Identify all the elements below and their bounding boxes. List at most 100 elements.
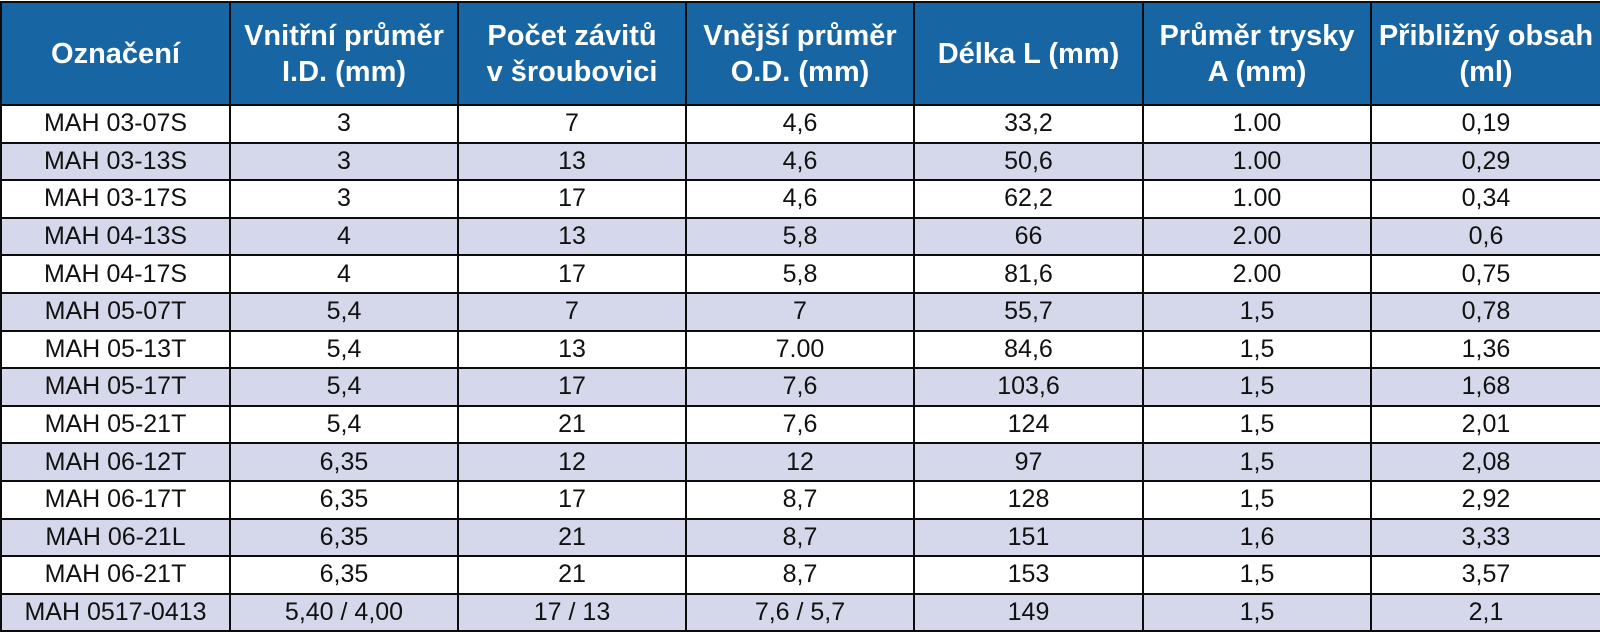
outer-diameter-cell: 4,6 bbox=[685, 179, 915, 219]
thread-count-cell: 17 bbox=[457, 254, 687, 294]
table-body: MAH 03-07S 3 7 4,6 33,2 1.00 0,19 MAH 03-13S 3 13… bbox=[0, 104, 1600, 633]
outer-diameter-cell: 12 bbox=[685, 442, 915, 482]
thread-count-cell: 13 bbox=[457, 329, 687, 370]
inner-diameter-cell: 3 bbox=[229, 104, 459, 144]
nozzle-diameter-cell: 2.00 bbox=[1142, 216, 1372, 257]
volume-cell: 2,92 bbox=[1370, 479, 1600, 520]
outer-diameter-cell: 8,7 bbox=[685, 517, 915, 558]
inner-diameter-cell: 6,35 bbox=[229, 555, 459, 595]
inner-diameter-cell: 3 bbox=[229, 179, 459, 219]
designation-cell: MAH 06-17T bbox=[0, 479, 231, 520]
table-row: MAH 03-13S 3 13 4,6 50,6 1.00 0,29 bbox=[0, 141, 1600, 182]
designation-cell: MAH 06-21T bbox=[0, 555, 231, 595]
table-row: MAH 06-12T 6,35 12 12 97 1,5 2,08 bbox=[0, 442, 1600, 482]
thread-count-cell: 17 bbox=[457, 179, 687, 219]
nozzle-diameter-cell: 1,5 bbox=[1142, 479, 1372, 520]
designation-cell: MAH 05-13T bbox=[0, 329, 231, 370]
thread-count-cell: 13 bbox=[457, 216, 687, 257]
header-outer-diameter: Vnější průměr O.D. (mm) bbox=[685, 1, 915, 106]
designation-cell: MAH 06-21L bbox=[0, 517, 231, 558]
volume-cell: 0,29 bbox=[1370, 141, 1600, 182]
length-cell: 50,6 bbox=[913, 141, 1144, 182]
header-inner-diameter: Vnitřní průměr I.D. (mm) bbox=[229, 1, 459, 106]
header-nozzle-diameter: Průměr trysky A (mm) bbox=[1142, 1, 1372, 106]
table-row: MAH 04-13S 4 13 5,8 66 2.00 0,6 bbox=[0, 216, 1600, 257]
nozzle-diameter-cell: 1,5 bbox=[1142, 367, 1372, 407]
header-thread-count: Počet závitů v šroubovici bbox=[457, 1, 687, 106]
designation-cell: MAH 04-13S bbox=[0, 216, 231, 257]
inner-diameter-cell: 5,4 bbox=[229, 291, 459, 332]
table-row: MAH 03-07S 3 7 4,6 33,2 1.00 0,19 bbox=[0, 104, 1600, 144]
inner-diameter-cell: 6,35 bbox=[229, 442, 459, 482]
inner-diameter-cell: 4 bbox=[229, 216, 459, 257]
table-row: MAH 03-17S 3 17 4,6 62,2 1.00 0,34 bbox=[0, 179, 1600, 219]
outer-diameter-cell: 4,6 bbox=[685, 104, 915, 144]
thread-count-cell: 21 bbox=[457, 555, 687, 595]
nozzle-diameter-cell: 1,5 bbox=[1142, 291, 1372, 332]
outer-diameter-cell: 7 bbox=[685, 291, 915, 332]
inner-diameter-cell: 5,4 bbox=[229, 404, 459, 445]
length-cell: 97 bbox=[913, 442, 1144, 482]
designation-cell: MAH 05-21T bbox=[0, 404, 231, 445]
outer-diameter-cell: 5,8 bbox=[685, 216, 915, 257]
header-row: Označení Vnitřní průměr I.D. (mm) Počet … bbox=[0, 1, 1600, 106]
designation-cell: MAH 05-17T bbox=[0, 367, 231, 407]
length-cell: 33,2 bbox=[913, 104, 1144, 144]
inner-diameter-cell: 6,35 bbox=[229, 517, 459, 558]
outer-diameter-cell: 7,6 / 5,7 bbox=[685, 592, 915, 633]
designation-cell: MAH 06-12T bbox=[0, 442, 231, 482]
volume-cell: 0,34 bbox=[1370, 179, 1600, 219]
volume-cell: 2,08 bbox=[1370, 442, 1600, 482]
nozzle-diameter-cell: 1,5 bbox=[1142, 442, 1372, 482]
nozzle-diameter-cell: 1,5 bbox=[1142, 592, 1372, 633]
length-cell: 81,6 bbox=[913, 254, 1144, 294]
outer-diameter-cell: 7,6 bbox=[685, 367, 915, 407]
volume-cell: 0,78 bbox=[1370, 291, 1600, 332]
nozzle-diameter-cell: 1,6 bbox=[1142, 517, 1372, 558]
designation-cell: MAH 0517-0413 bbox=[0, 592, 231, 633]
thread-count-cell: 13 bbox=[457, 141, 687, 182]
volume-cell: 2,1 bbox=[1370, 592, 1600, 633]
table-row: MAH 0517-0413 5,40 / 4,00 17 / 13 7,6 / 5,7… bbox=[0, 592, 1600, 633]
header-volume: Přibližný obsah (ml) bbox=[1370, 1, 1600, 106]
header-designation: Označení bbox=[0, 1, 231, 106]
designation-cell: MAH 05-07T bbox=[0, 291, 231, 332]
thread-count-cell: 21 bbox=[457, 517, 687, 558]
volume-cell: 0,75 bbox=[1370, 254, 1600, 294]
length-cell: 153 bbox=[913, 555, 1144, 595]
header-length: Délka L (mm) bbox=[913, 1, 1144, 106]
nozzle-diameter-cell: 1.00 bbox=[1142, 104, 1372, 144]
volume-cell: 1,36 bbox=[1370, 329, 1600, 370]
designation-cell: MAH 03-17S bbox=[0, 179, 231, 219]
thread-count-cell: 7 bbox=[457, 291, 687, 332]
thread-count-cell: 17 bbox=[457, 479, 687, 520]
nozzle-diameter-cell: 1,5 bbox=[1142, 555, 1372, 595]
volume-cell: 3,33 bbox=[1370, 517, 1600, 558]
volume-cell: 2,01 bbox=[1370, 404, 1600, 445]
nozzle-diameter-cell: 1.00 bbox=[1142, 179, 1372, 219]
inner-diameter-cell: 5,4 bbox=[229, 367, 459, 407]
table-row: MAH 05-21T 5,4 21 7,6 124 1,5 2,01 bbox=[0, 404, 1600, 445]
table-row: MAH 06-21T 6,35 21 8,7 153 1,5 3,57 bbox=[0, 555, 1600, 595]
inner-diameter-cell: 5,40 / 4,00 bbox=[229, 592, 459, 633]
nozzle-diameter-cell: 1,5 bbox=[1142, 404, 1372, 445]
thread-count-cell: 7 bbox=[457, 104, 687, 144]
nozzle-diameter-cell: 1.00 bbox=[1142, 141, 1372, 182]
designation-cell: MAH 03-13S bbox=[0, 141, 231, 182]
volume-cell: 0,19 bbox=[1370, 104, 1600, 144]
volume-cell: 0,6 bbox=[1370, 216, 1600, 257]
outer-diameter-cell: 7.00 bbox=[685, 329, 915, 370]
outer-diameter-cell: 4,6 bbox=[685, 141, 915, 182]
inner-diameter-cell: 6,35 bbox=[229, 479, 459, 520]
outer-diameter-cell: 7,6 bbox=[685, 404, 915, 445]
outer-diameter-cell: 8,7 bbox=[685, 479, 915, 520]
table-row: MAH 05-13T 5,4 13 7.00 84,6 1,5 1,36 bbox=[0, 329, 1600, 370]
nozzle-diameter-cell: 2.00 bbox=[1142, 254, 1372, 294]
table-row: MAH 04-17S 4 17 5,8 81,6 2.00 0,75 bbox=[0, 254, 1600, 294]
table-row: MAH 05-17T 5,4 17 7,6 103,6 1,5 1,68 bbox=[0, 367, 1600, 407]
inner-diameter-cell: 3 bbox=[229, 141, 459, 182]
length-cell: 55,7 bbox=[913, 291, 1144, 332]
nozzle-diameter-cell: 1,5 bbox=[1142, 329, 1372, 370]
designation-cell: MAH 03-07S bbox=[0, 104, 231, 144]
